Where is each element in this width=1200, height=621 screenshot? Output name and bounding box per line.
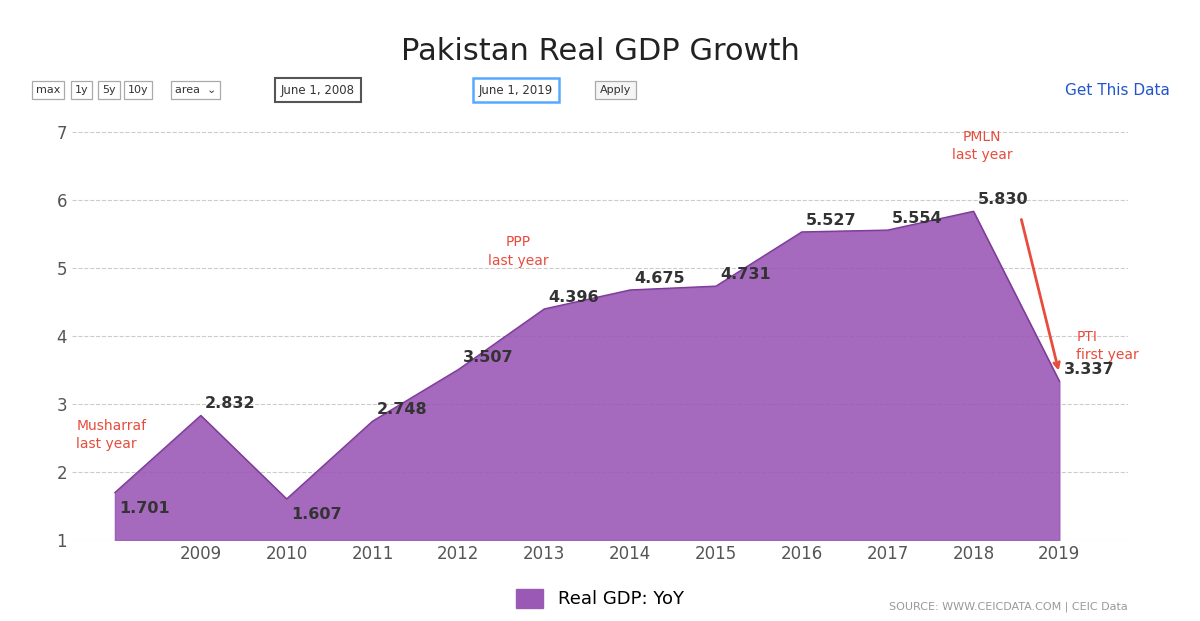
Text: 4.731: 4.731	[720, 267, 770, 282]
Text: 5.554: 5.554	[892, 211, 942, 226]
Text: 1.607: 1.607	[290, 507, 342, 522]
Text: 1.701: 1.701	[119, 501, 170, 515]
Text: PPP
last year: PPP last year	[488, 235, 548, 268]
Text: 5.830: 5.830	[978, 193, 1028, 207]
Text: 5y: 5y	[102, 85, 116, 95]
Text: SOURCE: WWW.CEICDATA.COM | CEIC Data: SOURCE: WWW.CEICDATA.COM | CEIC Data	[889, 601, 1128, 612]
Text: max: max	[36, 85, 60, 95]
Text: 3.507: 3.507	[463, 350, 514, 365]
Text: 2.748: 2.748	[377, 402, 427, 417]
Text: 5.527: 5.527	[806, 213, 857, 228]
Legend: Real GDP: YoY: Real GDP: YoY	[509, 582, 691, 615]
Text: Get This Data: Get This Data	[1066, 83, 1170, 97]
Text: 4.396: 4.396	[548, 290, 599, 305]
Text: 2.832: 2.832	[205, 396, 256, 411]
Text: area  ⌄: area ⌄	[175, 85, 216, 95]
Text: 3.337: 3.337	[1063, 362, 1115, 377]
Text: June 1, 2008: June 1, 2008	[281, 84, 355, 96]
Text: June 1, 2019: June 1, 2019	[479, 84, 553, 96]
Text: Apply: Apply	[600, 85, 631, 95]
Text: Pakistan Real GDP Growth: Pakistan Real GDP Growth	[401, 37, 799, 66]
Text: PMLN
last year: PMLN last year	[952, 130, 1013, 162]
Text: 1y: 1y	[74, 85, 89, 95]
Text: PTI
first year: PTI first year	[1076, 330, 1139, 363]
Text: 4.675: 4.675	[635, 271, 685, 286]
Text: Musharraf
last year: Musharraf last year	[77, 419, 146, 451]
Text: 10y: 10y	[127, 85, 149, 95]
